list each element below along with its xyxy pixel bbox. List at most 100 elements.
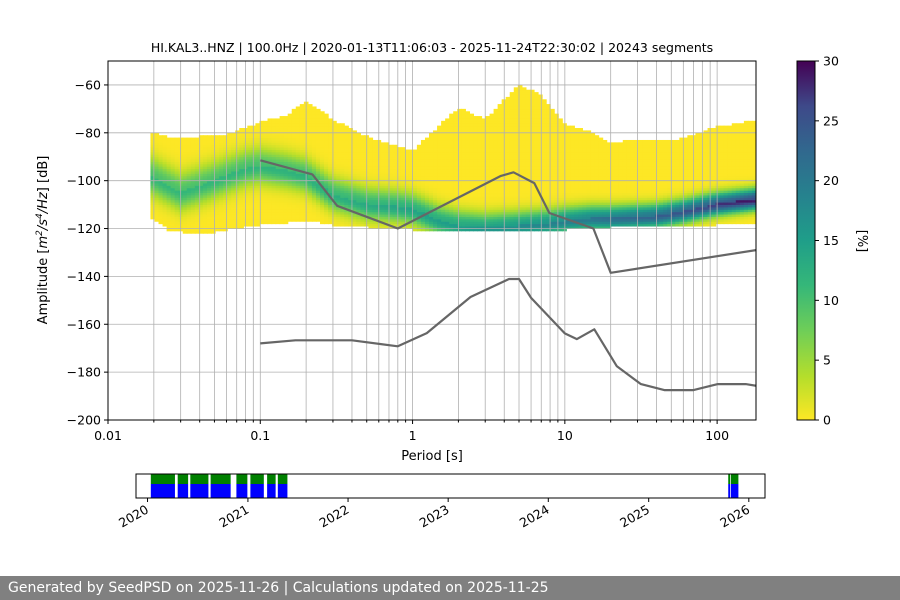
psd-density-cell	[546, 108, 551, 112]
psd-density-cell	[247, 125, 252, 129]
psd-density-cell	[166, 218, 172, 222]
psd-density-cell	[271, 192, 277, 196]
psd-density-cell	[578, 216, 584, 220]
psd-density-cell	[174, 190, 180, 194]
psd-density-cell	[517, 87, 523, 91]
psd-density-cell	[449, 218, 454, 222]
psd-density-cell	[521, 132, 527, 136]
psd-density-cell	[602, 226, 608, 229]
psd-density-cell	[372, 154, 378, 158]
psd-density-cell	[340, 135, 345, 138]
psd-density-cell	[150, 199, 156, 203]
psd-density-cell	[449, 209, 454, 213]
psd-density-cell	[489, 149, 495, 153]
psd-density-cell	[525, 199, 531, 203]
psd-density-cell	[461, 149, 466, 153]
psd-density-cell	[158, 180, 164, 184]
psd-density-cell	[219, 190, 224, 194]
psd-density-cell	[283, 180, 289, 184]
psd-density-cell	[227, 178, 232, 182]
psd-density-cell	[239, 128, 244, 131]
psd-density-cell	[287, 120, 293, 124]
psd-density-cell	[182, 214, 188, 217]
psd-density-cell	[368, 149, 374, 153]
psd-density-cell	[594, 223, 600, 227]
psd-density-cell	[429, 151, 434, 155]
psd-density-cell	[509, 228, 515, 232]
psd-density-cell	[546, 151, 551, 155]
psd-density-cell	[542, 206, 547, 210]
psd-density-cell	[590, 218, 596, 222]
psd-density-cell	[315, 135, 321, 138]
psd-density-cell	[546, 168, 551, 172]
psd-density-cell	[291, 166, 297, 170]
psd-density-cell	[590, 171, 596, 174]
psd-density-cell	[542, 137, 547, 141]
psd-density-cell	[384, 214, 390, 217]
psd-density-cell	[473, 149, 479, 153]
psd-density-cell	[267, 197, 273, 201]
psd-density-cell	[578, 144, 584, 148]
psd-density-cell	[211, 199, 216, 203]
psd-density-cell	[449, 147, 454, 150]
psd-density-cell	[550, 178, 555, 182]
psd-density-cell	[315, 178, 321, 182]
psd-density-cell	[554, 142, 559, 146]
psd-density-cell	[150, 151, 156, 155]
psd-density-cell	[521, 199, 527, 203]
psd-density-cell	[590, 199, 596, 203]
psd-density-cell	[578, 197, 584, 201]
psd-density-cell	[235, 168, 240, 172]
psd-density-cell	[574, 175, 579, 179]
psd-density-cell	[453, 149, 458, 153]
psd-density-cell	[505, 108, 511, 112]
psd-density-cell	[368, 180, 374, 184]
psd-density-cell	[441, 226, 446, 229]
psd-density-cell	[546, 187, 551, 191]
psd-density-cell	[606, 206, 612, 210]
psd-density-cell	[223, 147, 228, 150]
psd-density-cell	[150, 206, 156, 210]
psd-density-cell	[489, 166, 495, 170]
psd-density-cell	[396, 163, 402, 167]
psd-density-cell	[558, 209, 563, 213]
psd-density-cell	[198, 171, 204, 174]
psd-density-cell	[340, 168, 345, 172]
psd-density-cell	[538, 202, 543, 205]
psd-density-cell	[263, 168, 269, 172]
psd-density-cell	[542, 104, 547, 107]
psd-density-cell	[219, 175, 224, 179]
psd-density-cell	[332, 214, 337, 217]
psd-density-cell	[586, 192, 592, 196]
psd-density-cell	[336, 168, 341, 172]
psd-density-cell	[279, 211, 285, 215]
psd-density-cell	[433, 159, 438, 162]
psd-density-cell	[481, 190, 487, 194]
psd-density-cell	[546, 192, 551, 196]
psd-density-cell	[190, 221, 196, 225]
psd-density-cell	[445, 183, 450, 186]
psd-density-cell	[606, 199, 612, 203]
psd-density-cell	[291, 130, 297, 134]
psd-density-cell	[380, 211, 386, 215]
psd-density-cell	[267, 183, 273, 186]
psd-density-cell	[231, 142, 236, 146]
psd-density-cell	[590, 178, 596, 182]
psd-density-cell	[150, 185, 156, 189]
psd-density-cell	[307, 147, 313, 150]
psd-density-cell	[158, 197, 164, 201]
psd-density-cell	[215, 221, 220, 225]
psd-density-cell	[566, 125, 571, 129]
psd-density-cell	[582, 159, 588, 162]
psd-density-cell	[453, 111, 458, 115]
psd-density-cell	[529, 132, 535, 136]
psd-density-cell	[227, 202, 232, 205]
psd-density-cell	[392, 168, 398, 172]
psd-density-cell	[235, 214, 240, 217]
psd-density-cell	[283, 173, 289, 177]
psd-density-cell	[420, 202, 426, 205]
psd-density-cell	[307, 195, 313, 198]
psd-density-cell	[598, 214, 604, 217]
psd-density-cell	[202, 216, 208, 220]
psd-density-cell	[388, 171, 394, 174]
